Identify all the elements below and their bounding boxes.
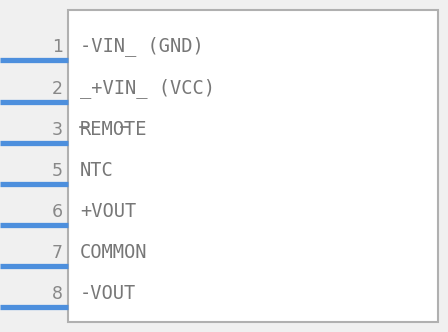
Text: NTC: NTC (80, 161, 114, 180)
Text: 8: 8 (52, 285, 63, 303)
Text: 6: 6 (52, 203, 63, 221)
Text: _+VIN_ (VCC): _+VIN_ (VCC) (80, 78, 215, 98)
Text: 5: 5 (52, 162, 63, 180)
Text: -VOUT: -VOUT (80, 284, 136, 303)
Text: 2: 2 (52, 80, 63, 98)
Text: 7: 7 (52, 244, 63, 262)
Text: COMMON: COMMON (80, 243, 147, 262)
Text: +VOUT: +VOUT (80, 202, 136, 221)
Text: 1: 1 (52, 38, 63, 56)
Text: REMOTE: REMOTE (80, 120, 147, 139)
Text: 3: 3 (52, 121, 63, 139)
Bar (68, 10, 438, 322)
Text: -VIN_ (GND): -VIN_ (GND) (80, 36, 204, 56)
